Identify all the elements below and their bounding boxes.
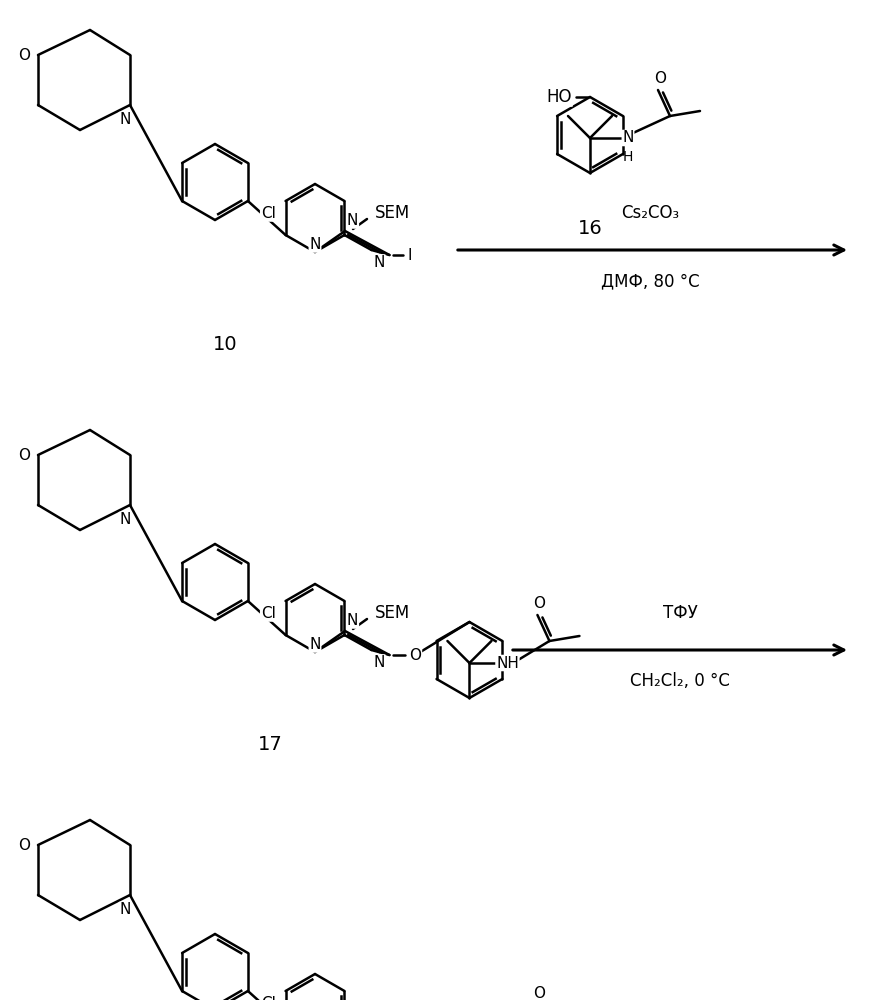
Text: N: N [347, 613, 358, 628]
Text: O: O [18, 838, 30, 852]
Text: O: O [18, 47, 30, 62]
Text: I: I [407, 247, 412, 262]
Text: N: N [347, 213, 358, 228]
Text: N: N [309, 637, 321, 652]
Text: SEM: SEM [375, 604, 410, 622]
Text: O: O [409, 648, 421, 662]
Text: N: N [119, 112, 131, 127]
Text: HO: HO [547, 88, 572, 106]
Text: O: O [533, 596, 546, 611]
Text: N: N [373, 655, 385, 670]
Text: O: O [654, 71, 666, 86]
Text: O: O [533, 986, 546, 1000]
Text: Cs₂CO₃: Cs₂CO₃ [621, 204, 679, 222]
Text: N: N [119, 902, 131, 918]
Text: 17: 17 [258, 736, 282, 754]
Text: NH: NH [496, 656, 519, 670]
Text: Cl: Cl [261, 206, 276, 221]
Text: Cl: Cl [261, 606, 276, 621]
Text: N: N [373, 255, 385, 270]
Text: Cl: Cl [261, 996, 276, 1000]
Text: 10: 10 [213, 336, 237, 355]
Text: ДМФ, 80 °C: ДМФ, 80 °C [601, 272, 699, 290]
Text: 16: 16 [577, 219, 603, 237]
Text: SEM: SEM [375, 204, 410, 222]
Text: O: O [18, 448, 30, 462]
Text: CH₂Cl₂, 0 °C: CH₂Cl₂, 0 °C [630, 672, 730, 690]
Text: ТФУ: ТФУ [662, 604, 697, 622]
Text: N: N [622, 130, 633, 145]
Text: N: N [309, 237, 321, 252]
Text: H: H [623, 150, 633, 164]
Text: N: N [119, 512, 131, 528]
